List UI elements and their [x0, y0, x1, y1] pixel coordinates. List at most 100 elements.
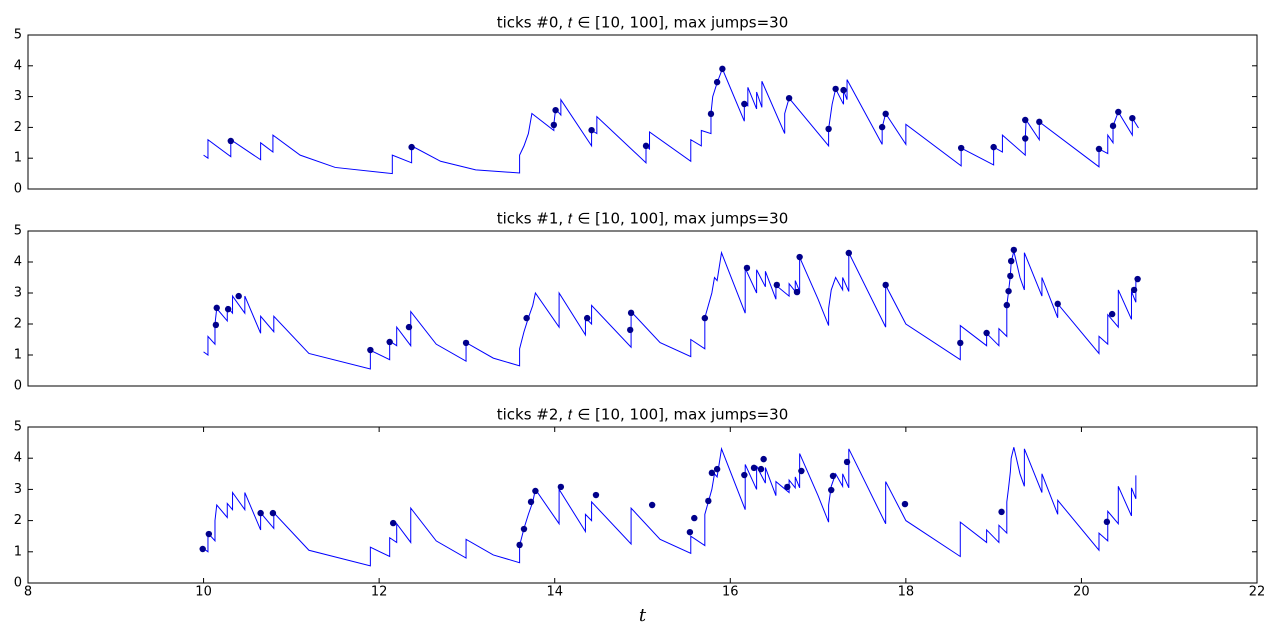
event-point [583, 314, 591, 322]
intensity-line [203, 250, 1137, 370]
event-point [550, 121, 558, 129]
event-point [213, 304, 220, 312]
event-point [701, 314, 709, 322]
event-point [516, 541, 523, 549]
y-tick-label: 0 [14, 182, 22, 197]
x-tick-label: 8 [24, 585, 32, 600]
chart-title: ticks #1, 𝑡 ∈ [10, 100], max jumps=30 [497, 210, 789, 228]
event-point [405, 323, 413, 331]
event-point [828, 486, 835, 494]
event-point [532, 487, 539, 495]
y-tick-label: 5 [14, 28, 22, 43]
event-point [527, 498, 535, 506]
event-point [1022, 116, 1029, 124]
event-point [750, 464, 758, 472]
event-point [367, 346, 374, 354]
event-point [1115, 108, 1122, 116]
event-point [199, 545, 206, 553]
event-point [1095, 145, 1103, 153]
event-point [998, 508, 1005, 516]
x-tick-label: 16 [722, 585, 739, 600]
event-point [785, 94, 793, 102]
event-point [957, 144, 965, 152]
y-tick-label: 3 [14, 286, 22, 301]
y-tick-label: 1 [14, 151, 22, 166]
event-point [832, 85, 839, 93]
event-point [713, 78, 721, 86]
event-point [1108, 310, 1116, 318]
intensity-line [203, 446, 1137, 567]
y-tick-label: 3 [14, 89, 22, 104]
event-point [878, 123, 886, 131]
event-point [588, 126, 595, 134]
event-point [840, 86, 847, 94]
axes-frame [27, 34, 1258, 190]
y-tick-label: 4 [14, 451, 22, 466]
y-tick-label: 5 [14, 224, 22, 239]
event-point [408, 143, 415, 151]
event-point [257, 509, 264, 517]
event-point [386, 338, 393, 346]
event-point [627, 326, 634, 334]
x-tick-label: 14 [546, 585, 563, 600]
event-point [882, 110, 889, 118]
intensity-line [203, 67, 1139, 175]
event-point [523, 314, 530, 322]
y-tick-label: 2 [14, 513, 22, 528]
event-point [1054, 300, 1061, 308]
event-point [1022, 135, 1029, 142]
event-point [691, 514, 698, 522]
event-point [741, 471, 748, 479]
event-point [235, 292, 242, 300]
event-point [592, 491, 600, 499]
event-point [205, 530, 213, 538]
event-point [1010, 246, 1018, 254]
x-tick-label: 18 [898, 585, 915, 600]
y-tick-label: 3 [14, 482, 22, 497]
y-tick-label: 2 [14, 317, 22, 332]
event-point [798, 467, 805, 475]
event-point [784, 483, 791, 491]
event-point [389, 519, 397, 527]
event-point [227, 137, 234, 145]
event-point [990, 143, 997, 151]
event-point [773, 281, 781, 289]
x-tick-label: 20 [1073, 585, 1090, 600]
y-tick-label: 5 [14, 420, 22, 435]
x-tick-label: 10 [195, 585, 212, 600]
y-tick-label: 2 [14, 120, 22, 135]
event-point [713, 465, 721, 473]
event-point [557, 483, 565, 491]
event-point [843, 458, 851, 466]
event-point [705, 497, 712, 505]
event-point [845, 249, 852, 257]
event-point [1007, 272, 1014, 280]
chart-title: ticks #0, 𝑡 ∈ [10, 100], max jumps=30 [497, 14, 789, 32]
event-point [829, 472, 837, 480]
event-point [552, 106, 559, 114]
event-point [983, 329, 990, 337]
event-point [957, 339, 964, 347]
event-point [707, 110, 715, 118]
event-point [708, 469, 716, 477]
event-point [648, 501, 656, 509]
event-point [1036, 118, 1043, 126]
event-point [796, 253, 803, 261]
event-point [1134, 275, 1141, 283]
event-point [1008, 257, 1015, 265]
event-point [793, 288, 801, 296]
y-tick-label: 4 [14, 58, 22, 73]
event-point [719, 65, 726, 73]
y-tick-label: 4 [14, 255, 22, 270]
event-point [757, 465, 765, 473]
axes-frame [27, 230, 1258, 387]
event-point [520, 525, 528, 533]
event-point [1130, 286, 1138, 294]
event-point [882, 281, 889, 289]
event-point [743, 264, 751, 272]
event-point [212, 321, 220, 329]
y-tick-label: 1 [14, 544, 22, 559]
event-point [825, 125, 832, 133]
